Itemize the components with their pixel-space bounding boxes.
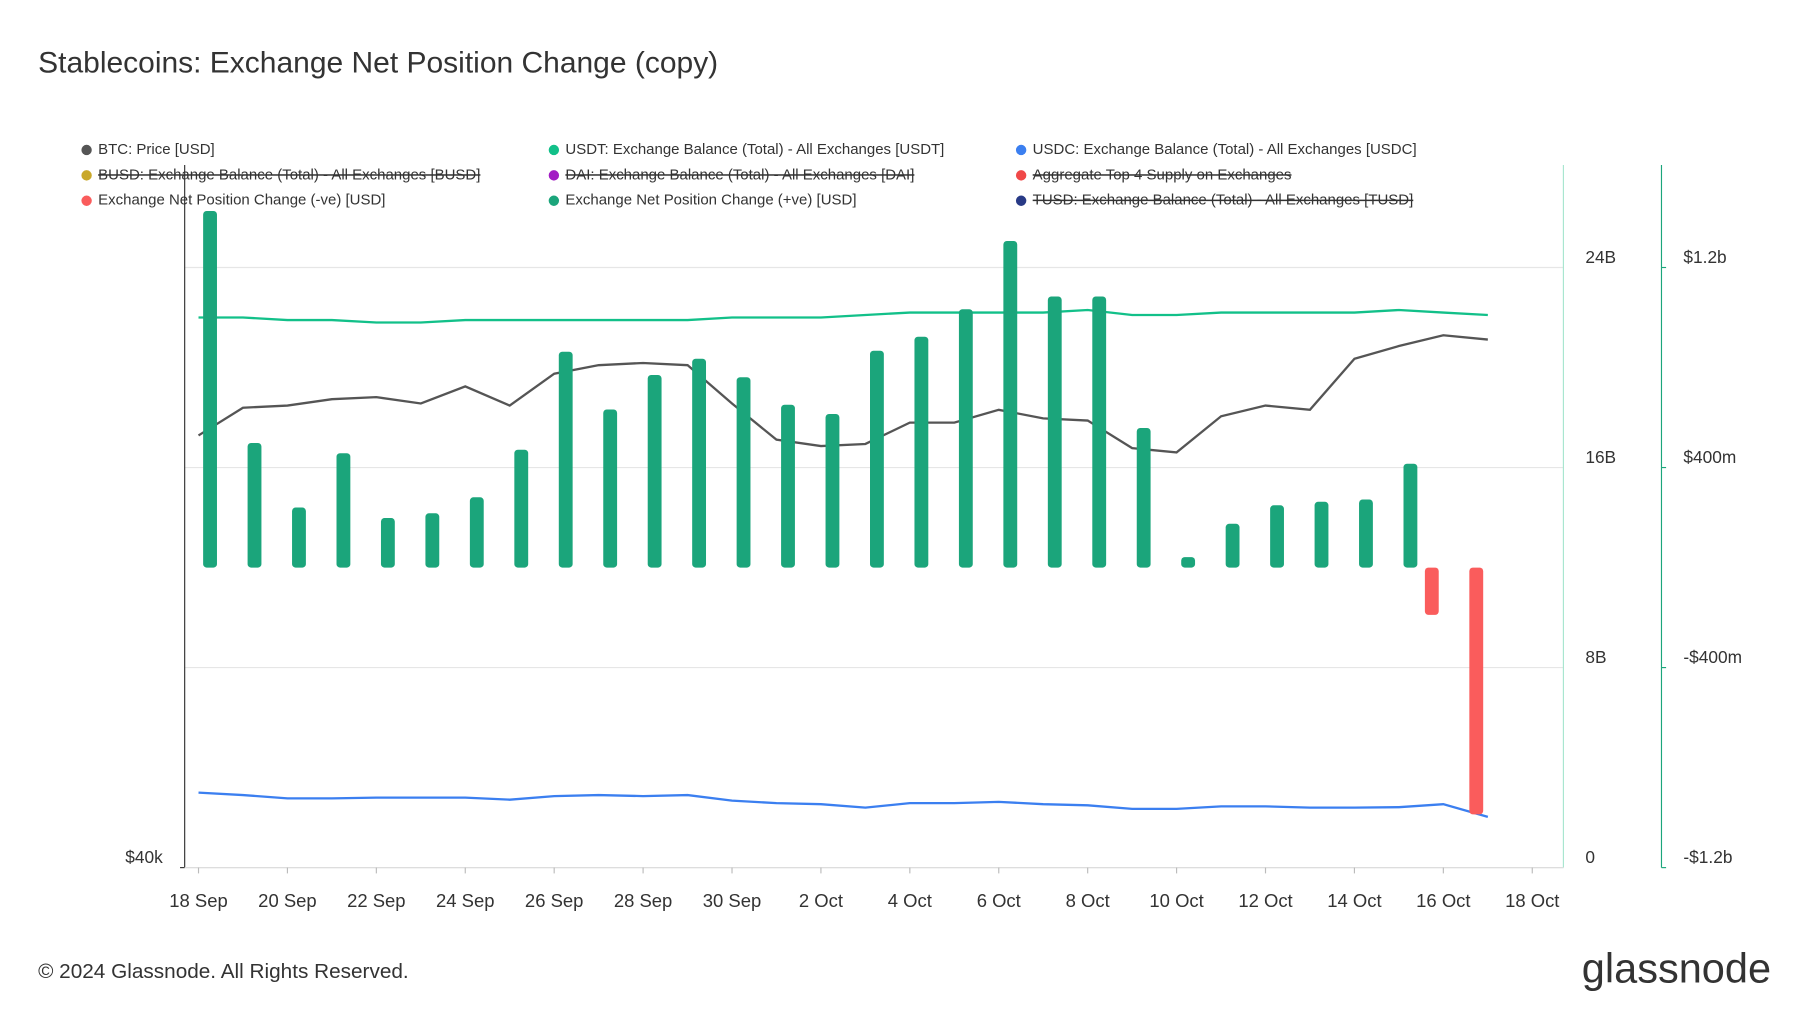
legend-marker[interactable] [1015,144,1027,156]
y-tick-label: $40k [125,847,163,867]
x-tick-label: 8 Oct [1066,890,1110,911]
bar [692,358,707,568]
legend-marker[interactable] [1015,195,1027,206]
bar [1225,523,1240,568]
y2-tick-label: 0 [1585,847,1595,867]
legend-marker[interactable] [81,144,92,156]
legend-label[interactable]: TUSD: Exchange Balance (Total) - All Exc… [1033,192,1414,209]
y3-tick-label: $400m [1683,447,1736,467]
y2-tick-label: 24B [1585,247,1616,267]
bar [825,414,840,568]
bar [514,449,529,568]
bar [603,409,618,568]
legend-label[interactable]: BTC: Price [USD] [98,141,215,158]
line [198,791,1489,818]
bar [1136,428,1151,568]
bar [469,497,484,568]
x-tick-label: 2 Oct [799,890,843,911]
x-tick-label: 22 Sep [347,890,406,911]
y3-tick-label: -$1.2b [1683,847,1732,867]
bar [647,375,662,568]
bar [1003,241,1018,568]
x-tick-label: 26 Sep [525,890,584,911]
bar [1092,296,1107,568]
x-tick-label: 6 Oct [977,890,1021,911]
bar [203,210,217,568]
legend-marker[interactable] [548,144,560,156]
bar [1424,567,1439,615]
x-tick-label: 24 Sep [436,890,495,911]
bar [558,351,573,568]
legend-marker[interactable] [548,170,560,181]
chart-title: Stablecoins: Exchange Net Position Chang… [38,47,718,80]
bar [247,443,262,568]
legend-marker[interactable] [81,195,92,206]
bar [425,513,440,568]
bar [1359,499,1373,568]
bar [781,404,795,568]
line [197,334,1488,454]
bar [1047,296,1062,568]
footer: © 2024 Glassnode. All Rights Reserved. [38,960,409,983]
legend-label[interactable]: BUSD: Exchange Balance (Total) - All Exc… [98,166,480,183]
y2-tick-label: 16B [1585,447,1616,467]
legend-label[interactable]: Exchange Net Position Change (+ve) [USD] [565,192,856,209]
x-tick-label: 30 Sep [703,890,762,911]
x-tick-label: 14 Oct [1327,890,1381,911]
legend-label[interactable]: USDC: Exchange Balance (Total) - All Exc… [1033,141,1417,158]
x-tick-label: 18 Oct [1505,890,1559,911]
bar [292,507,306,568]
bar [380,518,395,568]
line [198,308,1488,324]
logo: glassnode [1582,944,1771,991]
x-tick-label: 10 Oct [1149,890,1203,911]
legend-marker[interactable] [1015,170,1027,181]
x-tick-label: 16 Oct [1416,890,1470,911]
x-tick-label: 28 Sep [614,890,673,911]
bar [1270,505,1284,568]
bar [336,453,351,568]
x-tick-label: 20 Sep [258,890,317,911]
legend-marker[interactable] [548,195,560,206]
bar [1181,557,1196,568]
y3-tick-label: -$400m [1683,647,1742,667]
bar [736,377,751,568]
y2-tick-label: 8B [1585,647,1606,667]
x-tick-label: 12 Oct [1238,890,1292,911]
bar [1403,463,1418,568]
legend-label[interactable]: DAI: Exchange Balance (Total) - All Exch… [565,166,914,183]
bar [1314,501,1329,568]
x-tick-label: 18 Sep [169,890,228,911]
legend-marker[interactable] [81,170,92,181]
legend-label[interactable]: Aggregate Top 4 Supply on Exchanges [1033,166,1292,183]
bar [958,309,973,568]
x-tick-label: 4 Oct [888,890,932,911]
bar [870,350,884,568]
legend-label[interactable]: Exchange Net Position Change (-ve) [USD] [98,192,385,209]
y3-tick-label: $1.2b [1683,247,1726,267]
bar [914,336,929,568]
bar [1469,567,1484,815]
legend-label[interactable]: USDT: Exchange Balance (Total) - All Exc… [565,141,944,158]
